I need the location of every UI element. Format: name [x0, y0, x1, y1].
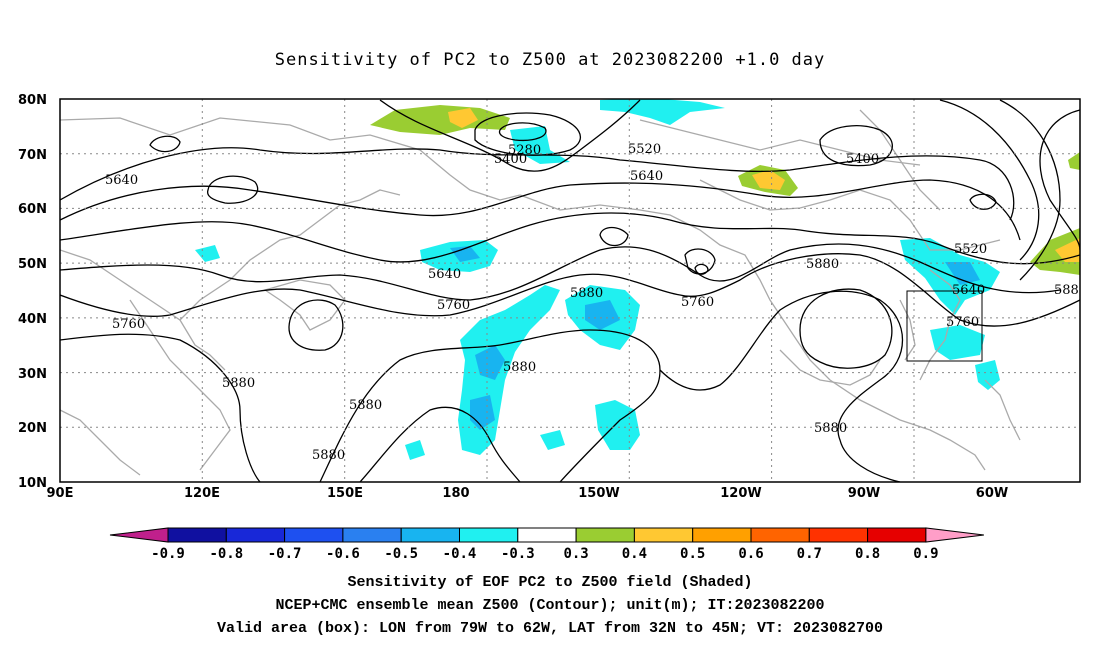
contour-label: 5280	[508, 143, 541, 158]
colorbar-tick-label: -0.5	[384, 546, 418, 562]
colorbar-swatch	[400, 527, 461, 543]
colorbar-high-extension	[925, 527, 984, 543]
contour-label: 5400	[846, 152, 879, 167]
lon-tick-label: 150W	[578, 486, 619, 501]
caption-line-3: Valid area (box): LON from 79W to 62W, L…	[216, 620, 884, 637]
colorbar-tick-label: -0.4	[443, 546, 477, 562]
lat-axis: 80N 70N 60N 50N 40N 30N 20N 10N	[18, 93, 47, 491]
contour-label: 5760	[681, 295, 714, 310]
lat-tick-label: 80N	[18, 93, 47, 108]
contour-label: 5880	[222, 376, 255, 391]
colorbar-swatch	[575, 527, 635, 543]
positive-shade-region	[448, 108, 478, 128]
lon-tick-label: 180	[442, 486, 469, 501]
contour-label: 5640	[428, 267, 461, 282]
colorbar-swatch	[633, 527, 694, 543]
contour-label: 5880	[570, 286, 603, 301]
contour-label: 5760	[946, 315, 979, 330]
colorbar-tick-label: 0.5	[680, 546, 705, 562]
lat-tick-label: 70N	[18, 148, 47, 163]
coastlines	[60, 109, 1021, 476]
colorbar-swatch	[808, 527, 869, 543]
lat-tick-label: 60N	[18, 202, 47, 217]
lon-axis: 90E 120E 150E 180 150W 120W 90W 60W	[47, 486, 1009, 501]
colorbar-tick-label: 0.9	[913, 546, 938, 562]
colorbar-tick-label: 0.7	[797, 546, 822, 562]
contour-label: 5880	[806, 257, 839, 272]
lon-tick-label: 150E	[327, 486, 363, 501]
colorbar-tick-label: -0.6	[326, 546, 360, 562]
negative-shade-region	[600, 99, 725, 125]
negative-shade-region	[900, 238, 1000, 315]
z500-contours	[60, 99, 1080, 482]
negative-shade-region	[195, 245, 220, 262]
negative-shade-region	[975, 360, 1000, 390]
positive-shade-region	[1055, 238, 1080, 262]
sensitivity-shading	[195, 99, 1080, 460]
contour-label: 5640	[105, 173, 138, 188]
contour-label: 5520	[954, 242, 987, 257]
lat-tick-label: 30N	[18, 367, 47, 382]
positive-shade-region	[370, 105, 510, 135]
lon-tick-label: 90W	[848, 486, 880, 501]
contour-label: 5880	[312, 448, 345, 463]
colorbar-tick-label: 0.8	[855, 546, 880, 562]
plot-title: Sensitivity of PC2 to Z500 at 2023082200…	[274, 50, 826, 70]
positive-shade-region	[1068, 152, 1080, 170]
contour-label: 5880	[503, 360, 536, 375]
negative-shade-region	[475, 345, 505, 380]
positive-shade-region	[752, 170, 785, 190]
lon-tick-label: 90E	[47, 486, 74, 501]
graticule	[60, 99, 1080, 482]
colorbar-tick-label: -0.7	[268, 546, 302, 562]
contour-label: 5760	[112, 317, 145, 332]
negative-shade-region	[450, 246, 480, 262]
colorbar-swatch	[692, 527, 752, 543]
colorbar-tick-label: -0.3	[501, 546, 535, 562]
caption-line-2: NCEP+CMC ensemble mean Z500 (Contour); u…	[275, 597, 825, 614]
colorbar-swatch	[342, 527, 402, 543]
caption-line-1: Sensitivity of EOF PC2 to Z500 field (Sh…	[347, 574, 753, 591]
contour-label: 5760	[437, 298, 470, 313]
contour-label: 5640	[952, 283, 985, 298]
colorbar-swatch	[867, 527, 927, 543]
negative-shade-region	[540, 430, 565, 450]
contour-label: 5880	[814, 421, 847, 436]
lat-tick-label: 50N	[18, 257, 47, 272]
negative-shade-region	[595, 400, 640, 450]
colorbar-swatch	[459, 527, 519, 543]
lat-tick-label: 40N	[18, 312, 47, 327]
colorbar-swatch	[284, 527, 344, 543]
colorbar-tick-label: -0.9	[151, 546, 185, 562]
negative-shade-region	[930, 325, 985, 360]
contour-label: 5880	[349, 398, 382, 413]
contour-label: 5520	[628, 142, 661, 157]
colorbar-low-extension	[109, 527, 169, 543]
colorbar-tick-label: 0.6	[738, 546, 763, 562]
lon-tick-label: 120E	[184, 486, 220, 501]
colorbar-swatch	[750, 527, 810, 543]
colorbar-swatch	[167, 527, 227, 543]
lon-tick-label: 120W	[720, 486, 761, 501]
contour-labels: 5400 5280 5520 5400 5640 5640 5640 5760 …	[105, 142, 1079, 463]
colorbar-tick-label: 0.4	[622, 546, 647, 562]
colorbar-swatch	[517, 527, 577, 543]
map-frame	[59, 98, 1081, 483]
contour-label: 5640	[630, 169, 663, 184]
contour-label: 588	[1054, 283, 1079, 298]
colorbar-tick-label: 0.3	[563, 546, 588, 562]
valid-area-box	[906, 290, 983, 362]
lat-tick-label: 20N	[18, 421, 47, 436]
lon-tick-label: 60W	[976, 486, 1008, 501]
colorbar-tick-label: -0.8	[209, 546, 243, 562]
colorbar-swatch	[225, 527, 286, 543]
colorbar: -0.9 -0.8 -0.7 -0.6 -0.5 -0.4 -0.3 0.3 0.4 0.5 0.6…	[109, 527, 984, 562]
contour-label: 5400	[494, 152, 527, 167]
negative-shade-region	[945, 262, 980, 285]
negative-shade-region	[405, 440, 425, 460]
negative-shade-region	[585, 300, 620, 330]
lat-tick-label: 10N	[18, 476, 47, 491]
